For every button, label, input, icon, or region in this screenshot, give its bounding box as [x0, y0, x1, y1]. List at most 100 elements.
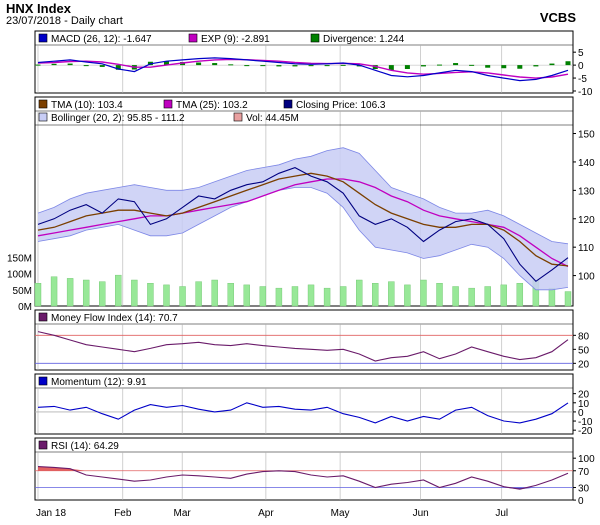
price-legend-label: TMA (10): 103.4	[51, 100, 123, 111]
divergence-bar	[67, 63, 73, 66]
divergence-bar	[501, 65, 507, 69]
volume-bar	[388, 281, 395, 307]
divergence-bar	[340, 64, 346, 66]
divergence-bar	[324, 65, 330, 67]
volume-y-tick-label: 50M	[13, 286, 32, 297]
price-legend-swatch	[163, 99, 173, 109]
macd-y-tick-label: 5	[578, 48, 584, 59]
bollinger-upper-line	[37, 147, 569, 245]
price-y-tick-label: 140	[578, 158, 595, 169]
volume-bar	[307, 284, 315, 307]
divergence-bar	[517, 65, 523, 69]
momentum-y-tick-label: -10	[578, 417, 593, 428]
exp-line	[37, 58, 569, 79]
volume-bar	[452, 286, 459, 307]
tma25-line	[37, 178, 569, 268]
macd-y-tick-label: -5	[578, 74, 587, 85]
volume-bar	[339, 286, 347, 307]
volume-bar	[66, 278, 74, 307]
volume-bar	[179, 286, 186, 307]
macd-legend-label: EXP (9): -2.891	[201, 34, 270, 45]
momentum-line	[37, 402, 569, 424]
mfi-panel-frame	[34, 309, 574, 371]
volume-bar	[115, 274, 122, 307]
volume-y-tick-label: 150M	[7, 253, 32, 264]
rsi-y-tick-label: 70	[578, 467, 590, 478]
price-legend-swatch	[283, 99, 293, 109]
macd-legend-label: MACD (26, 12): -1.647	[51, 34, 152, 45]
divergence-bar	[99, 65, 105, 67]
price-legend-swatch	[38, 112, 48, 122]
macd-legend-swatch	[38, 33, 48, 43]
volume-bar	[372, 283, 379, 307]
macd-y-tick-label: 0	[578, 61, 584, 72]
price-y-tick-label: 130	[578, 186, 595, 197]
volume-bar	[468, 287, 475, 307]
mfi-y-tick-label: 50	[578, 345, 590, 356]
macd-legend-swatch	[310, 33, 320, 43]
momentum-y-tick-label: 0	[578, 408, 584, 419]
volume-bar	[227, 283, 234, 307]
divergence-bar	[196, 62, 202, 66]
volume-bar	[356, 279, 363, 307]
volume-bar	[147, 283, 154, 307]
x-tick-label: Jan 18	[36, 508, 66, 519]
divergence-bar	[404, 65, 410, 69]
volume-bar	[50, 276, 58, 307]
rsi-panel-frame	[34, 437, 574, 501]
closing-price-line	[37, 167, 569, 283]
divergence-bar	[533, 65, 539, 67]
bollinger-lower-line	[37, 187, 569, 291]
divergence-bar	[308, 65, 314, 67]
bollinger-band	[38, 147, 568, 290]
divergence-bar	[485, 65, 491, 68]
price-legend-label: Closing Price: 106.3	[296, 100, 386, 111]
divergence-bar	[163, 61, 169, 66]
rsi-legend-swatch	[38, 440, 48, 450]
rsi-y-tick-label: 0	[578, 496, 584, 507]
volume-bar	[420, 279, 427, 307]
price-y-tick-label: 110	[578, 243, 594, 254]
mfi-legend-swatch	[38, 312, 48, 322]
divergence-bar	[565, 61, 571, 66]
momentum-y-tick-label: -20	[578, 426, 593, 437]
momentum-legend-label: Momentum (12): 9.91	[51, 377, 147, 388]
chart-subtitle: 23/07/2018 - Daily chart	[6, 15, 123, 27]
divergence-bar	[453, 63, 459, 66]
volume-bar	[404, 284, 411, 307]
volume-bar	[82, 279, 90, 307]
divergence-bar	[276, 65, 282, 67]
volume-bar	[131, 279, 138, 307]
price-legend-swatch	[38, 99, 48, 109]
divergence-bar	[212, 63, 218, 66]
divergence-bar	[51, 63, 57, 66]
momentum-legend-swatch	[38, 376, 48, 386]
price-legend-label: TMA (25): 103.2	[176, 100, 248, 111]
divergence-bar	[388, 65, 394, 71]
mfi-y-tick-label: 20	[578, 359, 590, 370]
price-y-tick-label: 120	[578, 215, 595, 226]
rsi-line	[37, 466, 569, 490]
volume-bar	[259, 286, 267, 307]
volume-bar	[323, 287, 331, 307]
chart-title: HNX Index	[6, 1, 72, 16]
provider-label: VCBS	[539, 10, 576, 25]
x-tick-label: Mar	[174, 508, 192, 519]
momentum-y-tick-label: 10	[578, 399, 590, 410]
volume-bar	[243, 284, 250, 307]
divergence-bar	[356, 65, 362, 67]
price-y-tick-label: 100	[578, 272, 595, 283]
volume-bar	[99, 281, 106, 307]
money-flow-line	[37, 331, 569, 362]
price-legend-swatch	[233, 112, 243, 122]
divergence-bar	[469, 64, 475, 66]
price-legend-label: Bollinger (20, 2): 95.85 - 111.2	[51, 113, 185, 124]
price-y-tick-label: 150	[578, 130, 595, 141]
volume-bar	[548, 287, 556, 307]
rsi-y-tick-label: 100	[578, 454, 595, 465]
volume-bar	[34, 283, 42, 307]
divergence-bar	[420, 65, 426, 67]
divergence-bar	[83, 65, 89, 67]
momentum-y-tick-label: 20	[578, 390, 590, 401]
